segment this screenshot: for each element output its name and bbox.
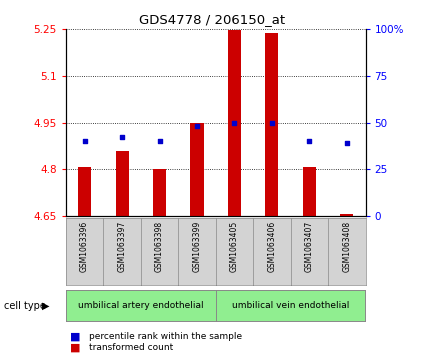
Text: GSM1063408: GSM1063408 [342, 221, 351, 272]
Text: percentile rank within the sample: percentile rank within the sample [89, 332, 242, 341]
Point [343, 140, 350, 146]
Point [119, 135, 125, 140]
Bar [153, 169, 166, 216]
Text: GSM1063399: GSM1063399 [193, 221, 201, 272]
Bar [190, 122, 204, 216]
Point [231, 119, 238, 125]
Point [193, 123, 200, 129]
Bar [228, 30, 241, 216]
Point [306, 138, 313, 144]
Text: umbilical vein endothelial: umbilical vein endothelial [232, 301, 349, 310]
Text: GSM1063396: GSM1063396 [80, 221, 89, 272]
Text: transformed count: transformed count [89, 343, 173, 352]
Bar [265, 33, 278, 216]
Point [269, 119, 275, 125]
Text: ■: ■ [70, 331, 81, 342]
Text: GSM1063397: GSM1063397 [118, 221, 127, 272]
Point [81, 138, 88, 144]
Text: GSM1063398: GSM1063398 [155, 221, 164, 272]
Text: GSM1063406: GSM1063406 [267, 221, 276, 272]
Text: cell type: cell type [4, 301, 46, 311]
Text: GSM1063407: GSM1063407 [305, 221, 314, 272]
Text: ■: ■ [70, 342, 81, 352]
Text: umbilical artery endothelial: umbilical artery endothelial [78, 301, 204, 310]
Bar [303, 167, 316, 216]
Bar [116, 151, 129, 216]
Text: GSM1063405: GSM1063405 [230, 221, 239, 272]
Bar [340, 214, 353, 216]
Bar [78, 167, 91, 216]
Text: GDS4778 / 206150_at: GDS4778 / 206150_at [139, 13, 286, 26]
Point [156, 138, 163, 144]
Text: ▶: ▶ [42, 301, 50, 311]
